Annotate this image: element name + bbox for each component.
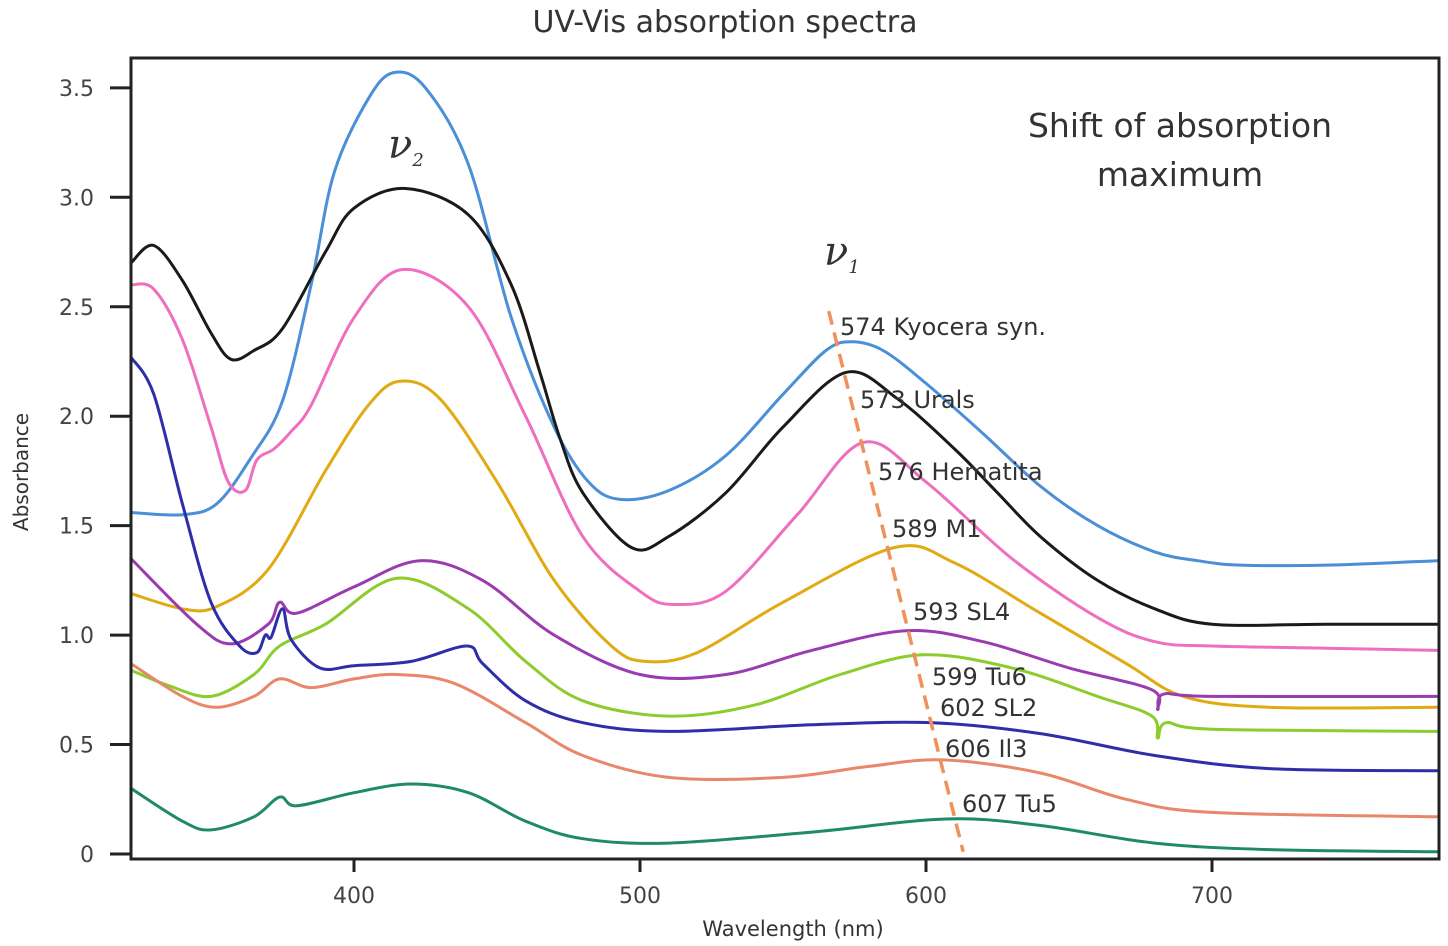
shift-dashed-line [827,310,965,853]
y-tick-label: 3.0 [59,186,94,211]
shift-annotation-line1: Shift of absorption [1028,106,1332,145]
nu1-symbol: ν [824,229,848,275]
series-layer [129,70,1438,854]
series-label-4: 589 M1 [892,515,981,543]
series-label-9: 607 Tu5 [962,790,1057,818]
series-line-1 [130,70,1438,568]
series-line-4 [130,379,1438,710]
nu2-symbol: ν [388,122,412,168]
series-line-6 [130,576,1438,740]
series-label-8: 606 Il3 [945,735,1027,763]
nu1-label: ν1 [824,229,860,278]
shift-annotation-line2: maximum [1097,155,1263,194]
x-tick-label: 500 [619,884,661,909]
y-tick-label: 1.0 [59,624,94,649]
y-axis-label: Absorbance [9,413,33,531]
y-tick-label: 1.5 [59,515,94,540]
series-label-6: 599 Tu6 [932,663,1027,691]
series-label-1: 574 Kyocera syn. [840,313,1046,341]
series-line-2 [129,186,1438,627]
nu1-subscript: 1 [848,257,859,278]
x-tick-label: 700 [1191,884,1233,909]
series-line-7 [129,356,1438,773]
chart-title: UV-Vis absorption spectra [532,5,917,40]
shift-layer [827,310,965,853]
y-tick-label: 0.5 [59,734,94,759]
y-tick-label: 2.5 [59,296,94,321]
nu2-label: ν2 [388,122,424,171]
series-label-7: 602 SL2 [940,694,1037,722]
series-label-5: 593 SL4 [913,598,1010,626]
series-label-3: 576 Hematita [878,458,1043,486]
y-tick-label: 0 [80,843,94,868]
nu2-subscript: 2 [411,150,423,171]
x-tick-label: 400 [333,884,375,909]
y-tick-label: 3.5 [59,77,94,102]
x-tick-label: 600 [905,884,947,909]
axis-layer: 400 500 600 700 0 0.5 1.0 1.5 2.0 2.5 3.0 3.5 [59,77,1233,909]
series-label-2: 573 Urals [860,386,975,414]
series-line-8 [130,662,1438,819]
series-line-5 [129,557,1438,712]
series-label-layer: 574 Kyocera syn. 573 Urals 576 Hematita 589… [840,313,1057,818]
plot-frame [129,56,1441,861]
series-line-3 [130,267,1438,652]
series-line-9 [130,782,1438,854]
y-tick-label: 2.0 [59,405,94,430]
x-axis-label: Wavelength (nm) [702,917,883,941]
